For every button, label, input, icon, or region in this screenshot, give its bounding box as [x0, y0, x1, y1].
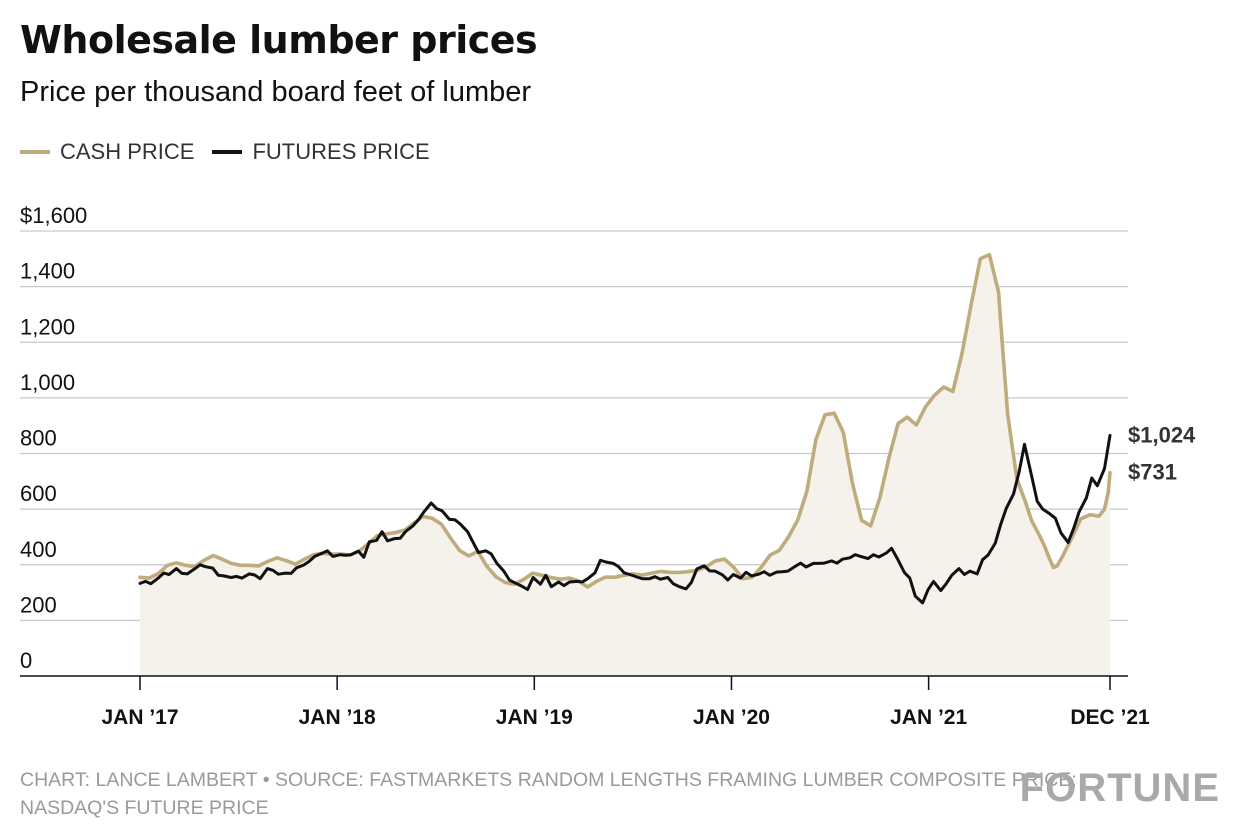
area-under-cash — [140, 254, 1110, 676]
legend-swatch-cash — [20, 150, 50, 154]
legend-item-cash: CASH PRICE — [20, 139, 194, 165]
axis-layer — [20, 675, 1128, 690]
y-tick-label: 1,000 — [20, 370, 75, 395]
cash-price-line — [138, 252, 1112, 589]
area-layer — [140, 254, 1110, 676]
y-tick-label: 600 — [20, 481, 57, 506]
label-layer: 0 200 400 600 800 1,000 1,200 1,400 $1,600 JAN ’1… — [20, 203, 1196, 729]
x-tick-label: JAN ’21 — [890, 706, 967, 729]
legend: CASH PRICE FUTURES PRICE — [20, 139, 448, 165]
y-tick-label: 200 — [20, 592, 57, 617]
chart-title: Wholesale lumber prices — [20, 18, 538, 62]
futures-end-label: $1,024 — [1128, 422, 1196, 447]
x-tick-label: JAN ’17 — [101, 706, 178, 729]
line-chart: 0 200 400 600 800 1,000 1,200 1,400 $1,600 JAN ’1… — [20, 203, 1196, 729]
y-tick-label: 400 — [20, 537, 57, 562]
legend-label-cash: CASH PRICE — [60, 139, 195, 164]
y-tick-label: $1,600 — [20, 203, 87, 228]
chart-credit: CHART: LANCE LAMBERT • SOURCE: FASTMARKE… — [20, 769, 1077, 819]
x-tick-label: JAN ’18 — [299, 706, 376, 729]
x-tick-label: JAN ’20 — [693, 706, 770, 729]
fortune-logo: FORTUNE — [1019, 766, 1220, 810]
legend-item-futures: FUTURES PRICE — [212, 139, 430, 165]
y-tick-label: 1,200 — [20, 314, 75, 339]
legend-label-futures: FUTURES PRICE — [252, 139, 430, 164]
chart-subtitle: Price per thousand board feet of lumber — [20, 76, 532, 108]
y-tick-label: 0 — [20, 648, 32, 673]
x-tick-label: JAN ’19 — [496, 706, 573, 729]
y-tick-label: 800 — [20, 426, 57, 451]
legend-swatch-futures — [212, 150, 243, 154]
cash-end-label: $731 — [1128, 460, 1177, 485]
series-layer — [138, 252, 1112, 605]
y-tick-label: 1,400 — [20, 259, 75, 284]
x-tick-label: DEC ’21 — [1070, 706, 1150, 729]
futures-price-line — [138, 433, 1112, 605]
